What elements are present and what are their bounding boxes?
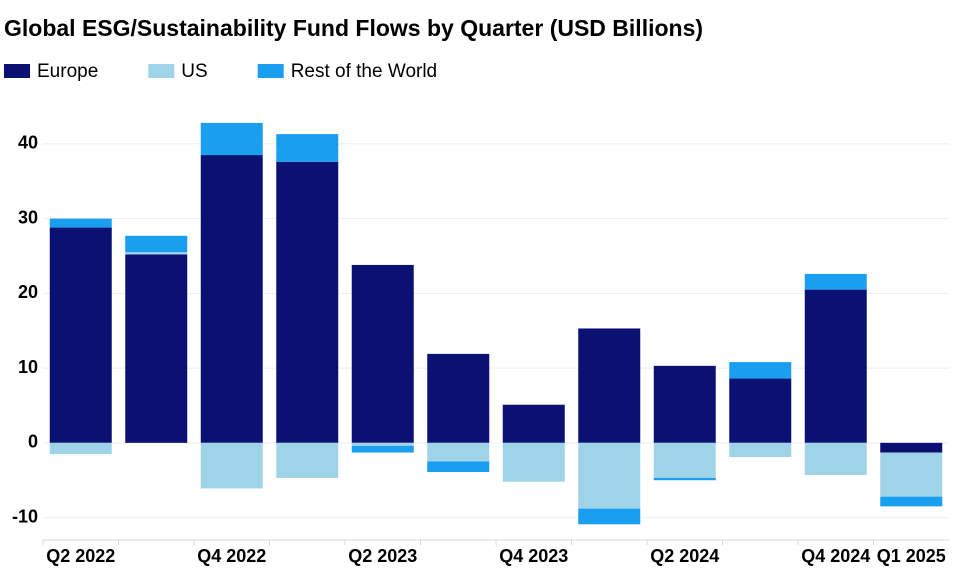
bar-segment <box>804 273 867 290</box>
x-tick-label: Q4 2022 <box>197 546 266 566</box>
bar-segment <box>502 404 565 443</box>
bar-segment <box>49 227 112 443</box>
bar-segment <box>351 264 414 443</box>
bar-segment <box>125 254 188 443</box>
bar-segment <box>653 442 716 478</box>
bar-segment <box>200 155 263 443</box>
x-tick-label: Q2 2023 <box>348 546 417 566</box>
bar-segment <box>578 508 641 525</box>
bar-segment <box>200 442 263 489</box>
y-tick-label: -10 <box>12 506 38 526</box>
bar-segment <box>427 353 490 443</box>
bar-segment <box>804 442 867 475</box>
bar-segment <box>276 442 339 478</box>
bar-segment <box>49 442 112 455</box>
bar-segment <box>729 378 792 443</box>
bar-segment <box>880 442 943 453</box>
bar-segment <box>351 442 414 446</box>
bar-segment <box>880 452 943 497</box>
y-tick-label: 30 <box>18 207 38 227</box>
bar-segment <box>502 442 565 482</box>
bar-segment <box>578 442 641 509</box>
bar-segment <box>804 289 867 443</box>
bar-segment <box>351 445 414 453</box>
legend-swatch <box>257 64 284 78</box>
bar-segment <box>653 365 716 443</box>
bar-segment <box>276 161 339 443</box>
bar-segment <box>125 252 188 255</box>
bar-segment <box>880 496 943 507</box>
y-tick-label: 20 <box>18 282 38 302</box>
y-tick-label: 10 <box>18 357 38 377</box>
bar-segment <box>427 442 490 462</box>
legend-label: Europe <box>37 61 98 82</box>
x-tick-label: Q4 2024 <box>801 546 870 566</box>
legend-label: US <box>181 61 207 82</box>
bar-segment <box>729 362 792 379</box>
x-tick-label: Q2 2022 <box>46 546 115 566</box>
x-tick-label: Q2 2024 <box>650 546 719 566</box>
legend-swatch <box>4 64 30 78</box>
chart-title: Global ESG/Sustainability Fund Flows by … <box>4 15 703 41</box>
bar-segment <box>729 442 792 458</box>
x-tick-label: Q4 2023 <box>499 546 568 566</box>
bar-segment <box>125 235 188 253</box>
x-tick-label: Q1 2025 <box>877 546 946 566</box>
bar-segment <box>200 122 263 156</box>
bar-segment <box>49 218 112 228</box>
bar-segment <box>653 477 716 481</box>
legend-swatch <box>148 64 175 78</box>
bar-segment <box>276 134 339 162</box>
bar-segment <box>427 461 490 472</box>
legend-label: Rest of the World <box>291 61 437 82</box>
bar-segment <box>578 328 641 443</box>
y-tick-label: 40 <box>18 133 38 153</box>
y-tick-label: 0 <box>28 432 38 452</box>
